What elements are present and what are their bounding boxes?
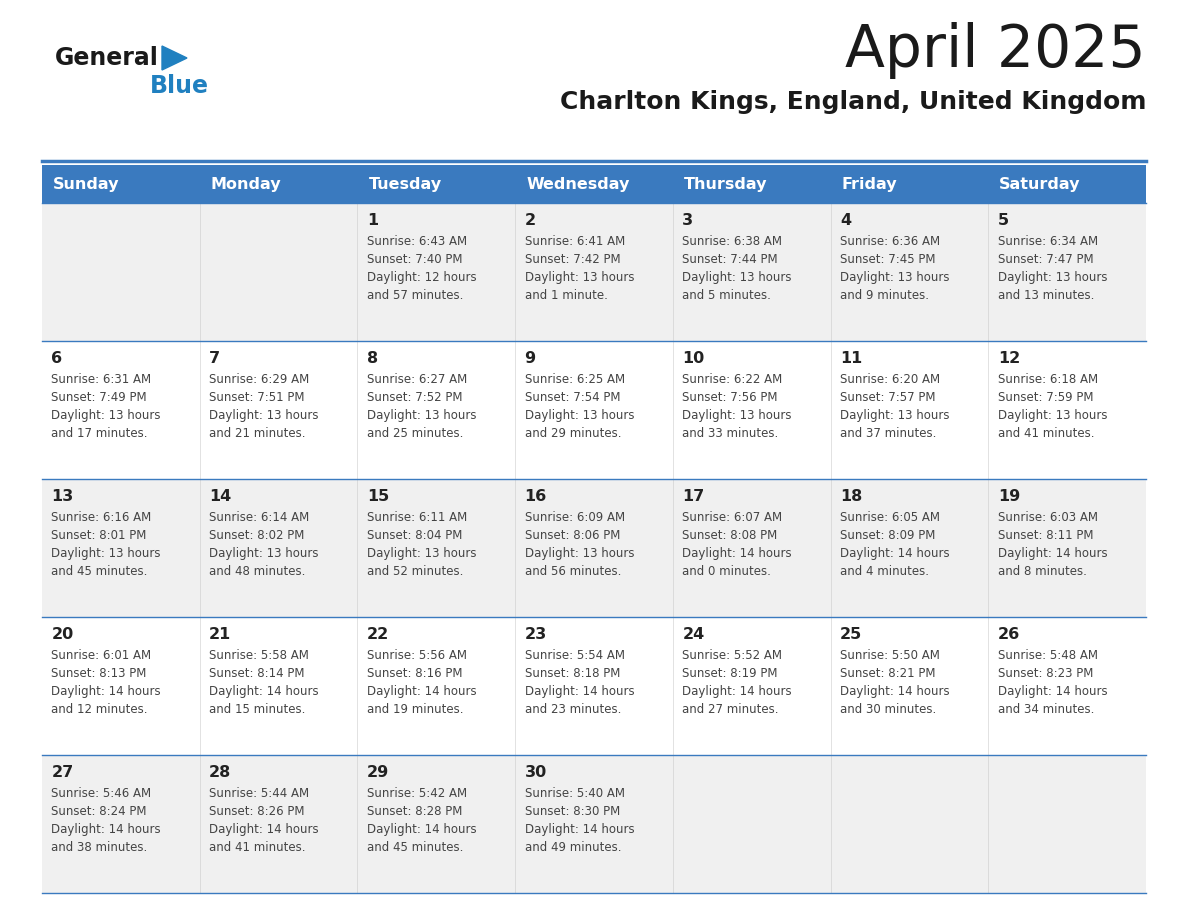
Text: 18: 18 xyxy=(840,489,862,504)
Text: Sunrise: 6:41 AM
Sunset: 7:42 PM
Daylight: 13 hours
and 1 minute.: Sunrise: 6:41 AM Sunset: 7:42 PM Dayligh… xyxy=(525,235,634,302)
Text: 4: 4 xyxy=(840,213,851,228)
Bar xyxy=(42,203,1146,341)
Text: Sunrise: 6:16 AM
Sunset: 8:01 PM
Daylight: 13 hours
and 45 minutes.: Sunrise: 6:16 AM Sunset: 8:01 PM Dayligh… xyxy=(51,511,160,578)
Text: 26: 26 xyxy=(998,627,1020,642)
Text: Sunrise: 5:58 AM
Sunset: 8:14 PM
Daylight: 14 hours
and 15 minutes.: Sunrise: 5:58 AM Sunset: 8:14 PM Dayligh… xyxy=(209,649,318,716)
Text: Sunrise: 6:27 AM
Sunset: 7:52 PM
Daylight: 13 hours
and 25 minutes.: Sunrise: 6:27 AM Sunset: 7:52 PM Dayligh… xyxy=(367,373,476,440)
Text: 8: 8 xyxy=(367,351,378,366)
Text: Wednesday: Wednesday xyxy=(526,176,630,192)
Text: Sunrise: 6:05 AM
Sunset: 8:09 PM
Daylight: 14 hours
and 4 minutes.: Sunrise: 6:05 AM Sunset: 8:09 PM Dayligh… xyxy=(840,511,949,578)
Bar xyxy=(42,617,1146,755)
Bar xyxy=(42,755,1146,893)
Text: 7: 7 xyxy=(209,351,220,366)
Text: 1: 1 xyxy=(367,213,378,228)
Text: Sunrise: 6:36 AM
Sunset: 7:45 PM
Daylight: 13 hours
and 9 minutes.: Sunrise: 6:36 AM Sunset: 7:45 PM Dayligh… xyxy=(840,235,949,302)
Text: Sunrise: 5:50 AM
Sunset: 8:21 PM
Daylight: 14 hours
and 30 minutes.: Sunrise: 5:50 AM Sunset: 8:21 PM Dayligh… xyxy=(840,649,949,716)
Text: Sunrise: 6:25 AM
Sunset: 7:54 PM
Daylight: 13 hours
and 29 minutes.: Sunrise: 6:25 AM Sunset: 7:54 PM Dayligh… xyxy=(525,373,634,440)
Bar xyxy=(42,165,200,203)
Text: 2: 2 xyxy=(525,213,536,228)
Bar xyxy=(42,341,1146,479)
Text: Sunrise: 6:38 AM
Sunset: 7:44 PM
Daylight: 13 hours
and 5 minutes.: Sunrise: 6:38 AM Sunset: 7:44 PM Dayligh… xyxy=(682,235,792,302)
Text: 14: 14 xyxy=(209,489,232,504)
Text: Sunrise: 6:22 AM
Sunset: 7:56 PM
Daylight: 13 hours
and 33 minutes.: Sunrise: 6:22 AM Sunset: 7:56 PM Dayligh… xyxy=(682,373,792,440)
Text: Sunrise: 5:52 AM
Sunset: 8:19 PM
Daylight: 14 hours
and 27 minutes.: Sunrise: 5:52 AM Sunset: 8:19 PM Dayligh… xyxy=(682,649,792,716)
Text: 25: 25 xyxy=(840,627,862,642)
Text: General: General xyxy=(55,46,159,70)
Bar xyxy=(42,479,1146,617)
Text: Monday: Monday xyxy=(210,176,282,192)
Text: 30: 30 xyxy=(525,765,546,780)
Text: Sunrise: 6:43 AM
Sunset: 7:40 PM
Daylight: 12 hours
and 57 minutes.: Sunrise: 6:43 AM Sunset: 7:40 PM Dayligh… xyxy=(367,235,476,302)
Text: Sunrise: 5:44 AM
Sunset: 8:26 PM
Daylight: 14 hours
and 41 minutes.: Sunrise: 5:44 AM Sunset: 8:26 PM Dayligh… xyxy=(209,787,318,854)
Text: Tuesday: Tuesday xyxy=(368,176,442,192)
Bar xyxy=(988,165,1146,203)
Text: Sunrise: 6:20 AM
Sunset: 7:57 PM
Daylight: 13 hours
and 37 minutes.: Sunrise: 6:20 AM Sunset: 7:57 PM Dayligh… xyxy=(840,373,949,440)
Text: April 2025: April 2025 xyxy=(846,22,1146,79)
Bar xyxy=(358,165,516,203)
Text: Sunrise: 6:34 AM
Sunset: 7:47 PM
Daylight: 13 hours
and 13 minutes.: Sunrise: 6:34 AM Sunset: 7:47 PM Dayligh… xyxy=(998,235,1107,302)
Text: Sunrise: 6:29 AM
Sunset: 7:51 PM
Daylight: 13 hours
and 21 minutes.: Sunrise: 6:29 AM Sunset: 7:51 PM Dayligh… xyxy=(209,373,318,440)
Text: 20: 20 xyxy=(51,627,74,642)
Text: Sunday: Sunday xyxy=(53,176,120,192)
Text: Sunrise: 6:09 AM
Sunset: 8:06 PM
Daylight: 13 hours
and 56 minutes.: Sunrise: 6:09 AM Sunset: 8:06 PM Dayligh… xyxy=(525,511,634,578)
Text: 23: 23 xyxy=(525,627,546,642)
Text: 3: 3 xyxy=(682,213,694,228)
Text: Friday: Friday xyxy=(841,176,897,192)
Text: 17: 17 xyxy=(682,489,704,504)
Text: 11: 11 xyxy=(840,351,862,366)
Text: Sunrise: 6:14 AM
Sunset: 8:02 PM
Daylight: 13 hours
and 48 minutes.: Sunrise: 6:14 AM Sunset: 8:02 PM Dayligh… xyxy=(209,511,318,578)
Bar xyxy=(672,165,830,203)
Text: Sunrise: 5:54 AM
Sunset: 8:18 PM
Daylight: 14 hours
and 23 minutes.: Sunrise: 5:54 AM Sunset: 8:18 PM Dayligh… xyxy=(525,649,634,716)
Text: 13: 13 xyxy=(51,489,74,504)
Text: Blue: Blue xyxy=(150,74,209,98)
Text: 6: 6 xyxy=(51,351,63,366)
Text: Sunrise: 5:42 AM
Sunset: 8:28 PM
Daylight: 14 hours
and 45 minutes.: Sunrise: 5:42 AM Sunset: 8:28 PM Dayligh… xyxy=(367,787,476,854)
Text: Charlton Kings, England, United Kingdom: Charlton Kings, England, United Kingdom xyxy=(560,90,1146,114)
Text: 22: 22 xyxy=(367,627,390,642)
Bar xyxy=(200,165,358,203)
Text: Thursday: Thursday xyxy=(684,176,767,192)
Text: 9: 9 xyxy=(525,351,536,366)
Text: Sunrise: 6:18 AM
Sunset: 7:59 PM
Daylight: 13 hours
and 41 minutes.: Sunrise: 6:18 AM Sunset: 7:59 PM Dayligh… xyxy=(998,373,1107,440)
Text: 10: 10 xyxy=(682,351,704,366)
Bar xyxy=(830,165,988,203)
Text: 28: 28 xyxy=(209,765,232,780)
Text: 21: 21 xyxy=(209,627,232,642)
Text: Sunrise: 6:01 AM
Sunset: 8:13 PM
Daylight: 14 hours
and 12 minutes.: Sunrise: 6:01 AM Sunset: 8:13 PM Dayligh… xyxy=(51,649,162,716)
Text: 12: 12 xyxy=(998,351,1020,366)
Text: Sunrise: 6:31 AM
Sunset: 7:49 PM
Daylight: 13 hours
and 17 minutes.: Sunrise: 6:31 AM Sunset: 7:49 PM Dayligh… xyxy=(51,373,160,440)
Text: 15: 15 xyxy=(367,489,390,504)
Text: Saturday: Saturday xyxy=(999,176,1081,192)
Text: 16: 16 xyxy=(525,489,546,504)
Text: Sunrise: 6:07 AM
Sunset: 8:08 PM
Daylight: 14 hours
and 0 minutes.: Sunrise: 6:07 AM Sunset: 8:08 PM Dayligh… xyxy=(682,511,792,578)
Bar xyxy=(516,165,672,203)
Text: 29: 29 xyxy=(367,765,390,780)
Text: 24: 24 xyxy=(682,627,704,642)
Text: Sunrise: 5:48 AM
Sunset: 8:23 PM
Daylight: 14 hours
and 34 minutes.: Sunrise: 5:48 AM Sunset: 8:23 PM Dayligh… xyxy=(998,649,1107,716)
Text: Sunrise: 5:40 AM
Sunset: 8:30 PM
Daylight: 14 hours
and 49 minutes.: Sunrise: 5:40 AM Sunset: 8:30 PM Dayligh… xyxy=(525,787,634,854)
Text: Sunrise: 5:46 AM
Sunset: 8:24 PM
Daylight: 14 hours
and 38 minutes.: Sunrise: 5:46 AM Sunset: 8:24 PM Dayligh… xyxy=(51,787,162,854)
Text: Sunrise: 6:03 AM
Sunset: 8:11 PM
Daylight: 14 hours
and 8 minutes.: Sunrise: 6:03 AM Sunset: 8:11 PM Dayligh… xyxy=(998,511,1107,578)
Text: 27: 27 xyxy=(51,765,74,780)
Text: 19: 19 xyxy=(998,489,1020,504)
Text: Sunrise: 6:11 AM
Sunset: 8:04 PM
Daylight: 13 hours
and 52 minutes.: Sunrise: 6:11 AM Sunset: 8:04 PM Dayligh… xyxy=(367,511,476,578)
Polygon shape xyxy=(162,46,187,70)
Text: 5: 5 xyxy=(998,213,1009,228)
Text: Sunrise: 5:56 AM
Sunset: 8:16 PM
Daylight: 14 hours
and 19 minutes.: Sunrise: 5:56 AM Sunset: 8:16 PM Dayligh… xyxy=(367,649,476,716)
